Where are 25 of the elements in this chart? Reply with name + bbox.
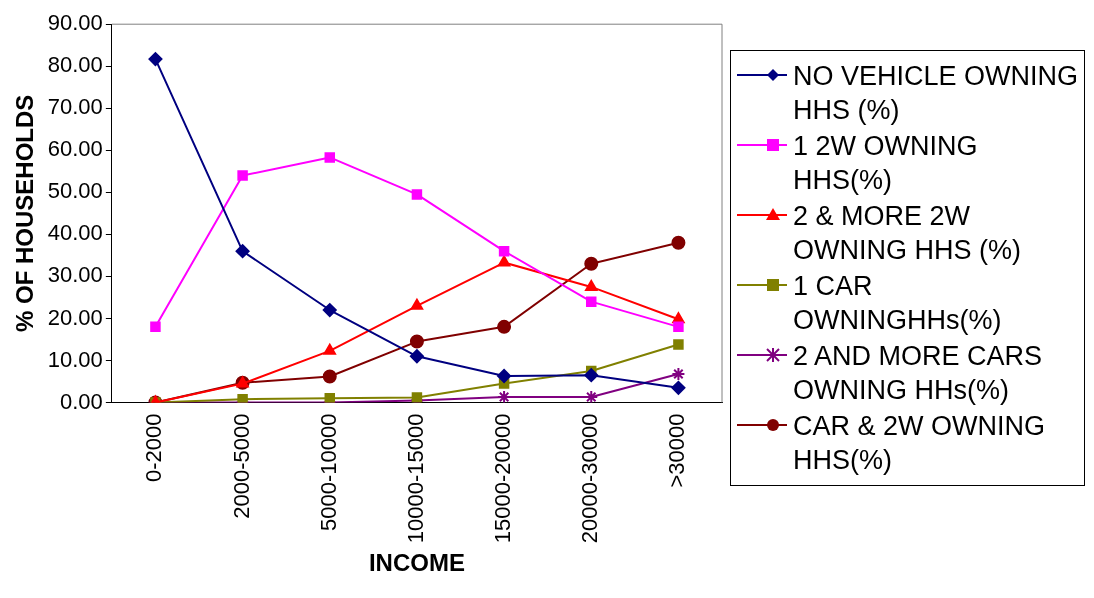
legend-label: NO VEHICLE OWNING HHS (%) [792,60,1080,127]
y-tick-label: 40.00 [47,220,103,246]
legend-label: CAR & 2W OWNING HHS(%) [792,410,1046,477]
y-tick-label: 50.00 [47,178,103,204]
y-tick-label: 70.00 [47,94,103,120]
y-tick-label: 0.00 [60,388,103,414]
legend-label: 2 AND MORE CARS OWNING HHs(%) [792,340,1044,407]
y-axis-title: % OF HOUSEHOLDS [11,94,39,333]
legend-label: 1 CAR OWNINGHHs(%) [792,270,1003,337]
x-tick-label: 15000-20000 [490,413,516,544]
legend-label: 2 & MORE 2W OWNING HHS (%) [792,200,1022,267]
x-tick-label: >30000 [664,413,690,488]
y-tick-label: 90.00 [47,10,103,36]
x-tick-label: 2000-5000 [228,413,254,519]
x-tick-label: 5000-10000 [315,413,341,531]
legend-label: 1 2W OWNING HHS(%) [792,130,979,197]
y-tick-label: 60.00 [47,136,103,162]
y-tick-label: 10.00 [47,346,103,372]
x-tick-label: 20000-30000 [577,413,603,544]
y-tick-label: 80.00 [47,52,103,78]
y-tick-label: 20.00 [47,304,103,330]
x-tick-label: 10000-15000 [402,413,428,544]
y-tick-label: 30.00 [47,262,103,288]
x-axis-title: INCOME [368,549,465,577]
x-tick-label: 0-2000 [141,413,167,483]
